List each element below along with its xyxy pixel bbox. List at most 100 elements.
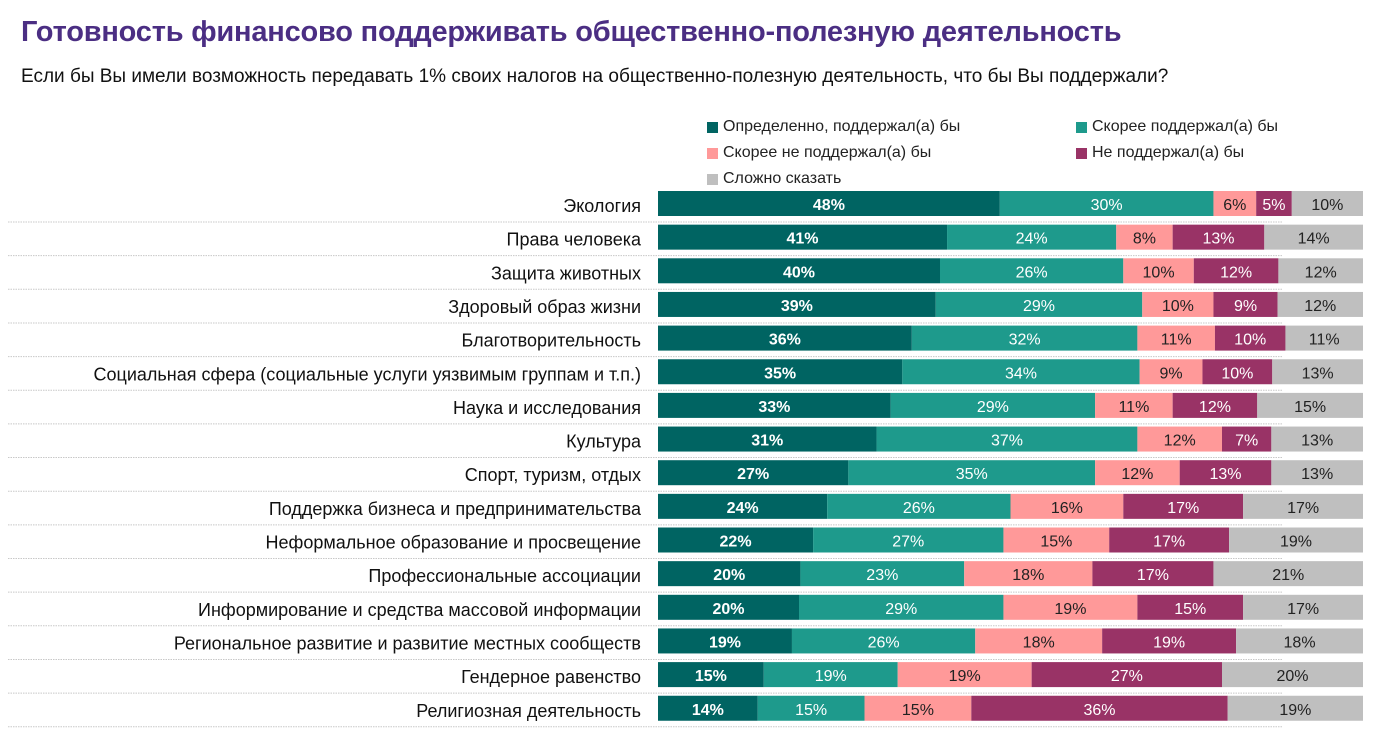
- category-label: Социальная сфера (социальные услуги уязв…: [94, 364, 642, 384]
- bar-segment: [864, 695, 972, 721]
- value-label: 16%: [1051, 500, 1083, 517]
- value-label: 20%: [1276, 668, 1308, 685]
- value-label: 5%: [1262, 197, 1285, 214]
- bar-segment: [1214, 325, 1286, 351]
- value-label: 18%: [1012, 567, 1044, 584]
- value-label: 10%: [1143, 264, 1175, 281]
- bar-segment: [799, 594, 1004, 620]
- value-label: 15%: [695, 668, 727, 685]
- bar-segment: [658, 594, 799, 620]
- bar-segment: [1137, 325, 1215, 351]
- bar-segment: [935, 291, 1143, 317]
- category-label: Религиозная деятельность: [416, 701, 641, 721]
- bar-segment: [1285, 325, 1363, 351]
- bar-segment: [1137, 426, 1222, 452]
- bar-segment: [658, 561, 801, 587]
- bar-segment: [1179, 460, 1272, 486]
- bar-segment: [1172, 224, 1265, 250]
- bar-segment: [658, 662, 764, 688]
- bar-segment: [1137, 594, 1244, 620]
- value-label: 6%: [1223, 197, 1246, 214]
- bar-segment: [658, 460, 849, 486]
- bar-segment: [1236, 628, 1363, 654]
- value-label: 13%: [1210, 466, 1242, 483]
- value-label: 29%: [977, 399, 1009, 416]
- bar-segment: [1213, 561, 1363, 587]
- bar-segment: [911, 325, 1138, 351]
- bar-segment: [1229, 527, 1363, 553]
- value-label: 12%: [1121, 466, 1153, 483]
- legend-label: Скорее не поддержал(а) бы: [723, 144, 932, 161]
- bar-segment: [940, 258, 1124, 284]
- bar-row: Религиозная деятельность 14% 15% 15% 36% 19%: [8, 695, 1363, 728]
- bar-segment: [1222, 426, 1272, 452]
- bar-segment: [658, 191, 1000, 216]
- value-label: 17%: [1287, 601, 1319, 618]
- bar-segment: [1277, 291, 1363, 317]
- bar-segment: [658, 291, 936, 317]
- value-label: 15%: [1294, 399, 1326, 416]
- bar-segment: [1272, 359, 1363, 385]
- bar-segment: [1193, 258, 1279, 284]
- bar-segment: [876, 426, 1138, 452]
- value-label: 17%: [1153, 534, 1185, 551]
- value-label: 13%: [1202, 231, 1234, 248]
- value-label: 27%: [737, 466, 769, 483]
- value-label: 17%: [1287, 500, 1319, 517]
- bar-segment: [1243, 594, 1363, 620]
- bar-segment: [964, 561, 1093, 587]
- bar-row: Наука и исследования 33% 29% 11% 12% 15%: [8, 392, 1363, 425]
- value-label: 17%: [1167, 500, 1199, 517]
- category-label: Права человека: [507, 230, 642, 250]
- bar-segment: [658, 325, 912, 351]
- legend-item-rather-support: Скорее поддержал(а) бы: [1076, 118, 1278, 136]
- bar-row: Здоровый образ жизни 39% 29% 10% 9% 12%: [8, 291, 1363, 324]
- legend-label: Не поддержал(а) бы: [1092, 144, 1245, 161]
- bar-row: Спорт, туризм, отдых 27% 35% 12% 13% 13%: [8, 460, 1363, 492]
- bar-segment: [1123, 493, 1244, 519]
- value-label: 35%: [956, 466, 988, 483]
- value-label: 11%: [1161, 332, 1192, 349]
- category-label: Региональное развитие и развитие местных…: [174, 633, 641, 653]
- chart-title: Готовность финансово поддерживать общест…: [21, 16, 1122, 48]
- category-label: Экология: [563, 196, 641, 216]
- bar-segment: [658, 426, 877, 452]
- bar-segment: [1102, 628, 1237, 654]
- bar-segment: [658, 359, 903, 385]
- category-label: Благотворительность: [462, 331, 642, 351]
- bar-segment: [1092, 561, 1214, 587]
- bar-row: Благотворительность 36% 32% 11% 10% 11%: [8, 325, 1363, 358]
- bar-segment: [658, 224, 948, 250]
- bar-segment: [1116, 224, 1173, 250]
- bar-segment: [1257, 392, 1363, 418]
- value-label: 36%: [1084, 702, 1116, 719]
- value-label: 27%: [1111, 668, 1143, 685]
- bar-segment: [1003, 594, 1138, 620]
- bar-row: Культура 31% 37% 12% 7% 13%: [8, 426, 1363, 459]
- bar-segment: [947, 224, 1117, 250]
- value-label: 48%: [813, 197, 845, 214]
- value-label: 8%: [1133, 231, 1156, 248]
- bar-segment: [1227, 695, 1363, 721]
- bar-segment: [1271, 426, 1363, 452]
- value-label: 15%: [795, 702, 827, 719]
- bar-segment: [1095, 392, 1173, 418]
- bar-segment: [658, 258, 940, 284]
- bar-segment: [757, 695, 865, 721]
- value-label: 19%: [1279, 702, 1311, 719]
- value-label: 10%: [1234, 332, 1266, 349]
- bar-segment: [1256, 191, 1292, 216]
- legend-label: Скорее поддержал(а) бы: [1092, 118, 1279, 135]
- bar-segment: [1031, 662, 1222, 688]
- value-label: 14%: [1298, 231, 1330, 248]
- category-label: Защита животных: [491, 263, 641, 283]
- value-label: 40%: [783, 264, 815, 281]
- legend-item-hard-to-say: Сложно сказать: [707, 170, 841, 188]
- bar-segment: [1278, 258, 1363, 284]
- bar-segment: [658, 695, 758, 721]
- bar-segment: [791, 628, 976, 654]
- value-label: 26%: [903, 500, 935, 517]
- bar-segment: [658, 527, 814, 553]
- value-label: 11%: [1309, 332, 1340, 349]
